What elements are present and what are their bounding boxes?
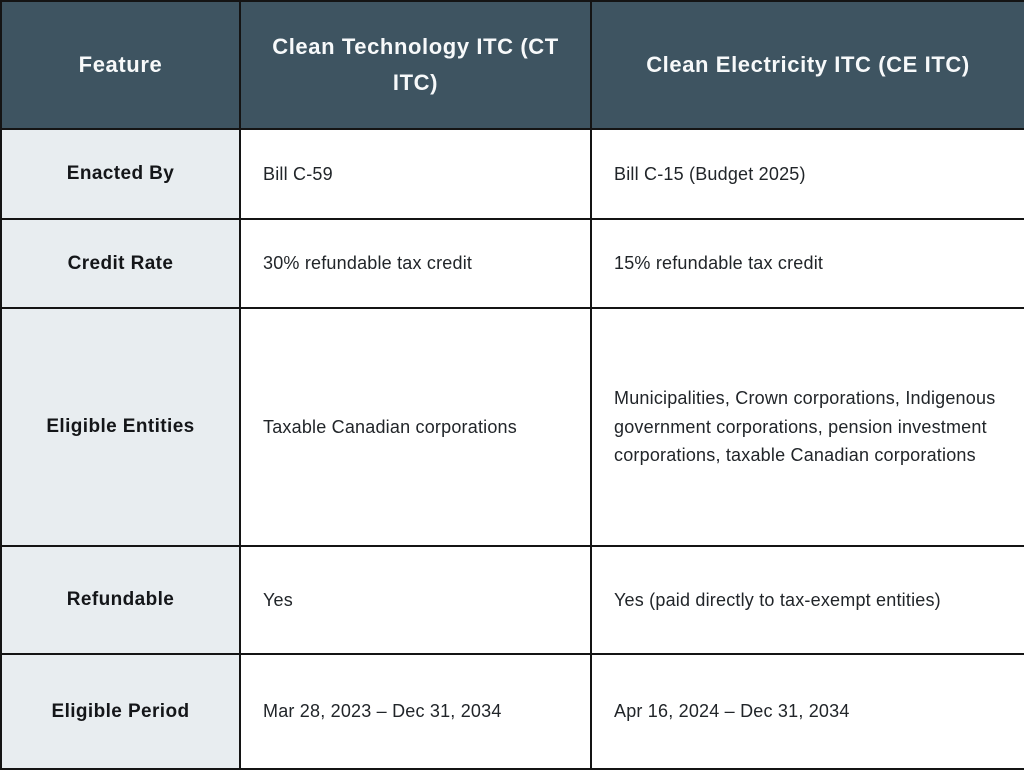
ct-itc-refundable: Yes (239, 545, 592, 655)
feature-label-eligible-period: Eligible Period (0, 653, 241, 770)
feature-label-credit-rate: Credit Rate (0, 218, 241, 309)
header-feature: Feature (0, 0, 241, 130)
header-ce-itc: Clean Electricity ITC (CE ITC) (590, 0, 1024, 130)
ct-itc-credit-rate: 30% refundable tax credit (239, 218, 592, 309)
table-row-refundable: Refundable Yes Yes (paid directly to tax… (0, 545, 1024, 655)
ce-itc-enacted-by: Bill C-15 (Budget 2025) (590, 128, 1024, 220)
ce-itc-refundable: Yes (paid directly to tax-exempt entitie… (590, 545, 1024, 655)
ct-itc-enacted-by: Bill C-59 (239, 128, 592, 220)
ct-itc-eligible-period: Mar 28, 2023 – Dec 31, 2034 (239, 653, 592, 770)
table-row-eligible-period: Eligible Period Mar 28, 2023 – Dec 31, 2… (0, 653, 1024, 770)
table-header-row: Feature Clean Technology ITC (CT ITC) Cl… (0, 0, 1024, 130)
feature-label-refundable: Refundable (0, 545, 241, 655)
table-row-enacted-by: Enacted By Bill C-59 Bill C-15 (Budget 2… (0, 128, 1024, 220)
table-row-eligible-entities: Eligible Entities Taxable Canadian corpo… (0, 307, 1024, 547)
header-ct-itc: Clean Technology ITC (CT ITC) (239, 0, 592, 130)
feature-label-enacted-by: Enacted By (0, 128, 241, 220)
ct-itc-eligible-entities: Taxable Canadian corporations (239, 307, 592, 547)
ce-itc-credit-rate: 15% refundable tax credit (590, 218, 1024, 309)
ce-itc-eligible-period: Apr 16, 2024 – Dec 31, 2034 (590, 653, 1024, 770)
ce-itc-eligible-entities: Municipalities, Crown corporations, Indi… (590, 307, 1024, 547)
feature-label-eligible-entities: Eligible Entities (0, 307, 241, 547)
table-row-credit-rate: Credit Rate 30% refundable tax credit 15… (0, 218, 1024, 309)
